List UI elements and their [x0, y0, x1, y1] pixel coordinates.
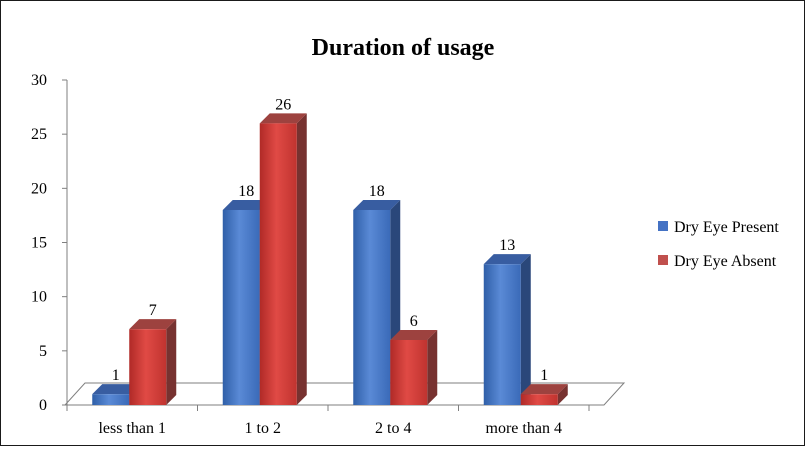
data-label: 1 — [112, 367, 120, 384]
bar-front-face — [222, 210, 260, 405]
x-tick-label: more than 4 — [486, 420, 562, 437]
legend-swatch-dry-eye-absent — [658, 255, 668, 265]
bar-top-face — [483, 254, 531, 265]
legend-item-dry-eye-absent: Dry Eye Absent — [658, 253, 777, 270]
bar-side-face — [427, 330, 438, 405]
legend-swatch-dry-eye-present — [658, 221, 668, 231]
legend: Dry Eye Present Dry Eye Absent — [658, 219, 779, 270]
x-tick-label: 1 to 2 — [245, 420, 281, 437]
bar-dry-eye-present-more-than-4 — [483, 254, 531, 405]
bar-front-face — [259, 123, 297, 405]
data-label: 6 — [410, 313, 418, 330]
bar-front-face — [390, 340, 428, 405]
bar-front-face — [92, 394, 130, 405]
y-tick-label: 30 — [31, 72, 47, 89]
axes: 0 5 10 15 20 25 30 less than 1 1 to 2 2 to 4 more … — [31, 72, 626, 437]
bar-top-face — [353, 200, 401, 210]
data-label: 26 — [275, 96, 291, 113]
legend-item-dry-eye-present: Dry Eye Present — [658, 219, 779, 236]
y-tick-label: 15 — [31, 235, 47, 252]
bar-front-face — [483, 264, 521, 405]
x-tick-label: 2 to 4 — [375, 420, 411, 437]
bar-top-face — [520, 384, 568, 395]
bar-side-face — [166, 319, 177, 405]
bar-top-face — [129, 319, 177, 330]
data-label: 1 — [540, 367, 548, 384]
data-label: 13 — [499, 237, 515, 254]
bar-dry-eye-absent-less-than-1 — [129, 319, 177, 405]
bar-front-face — [520, 394, 558, 405]
chart-title: Duration of usage — [312, 35, 495, 61]
bar-dry-eye-absent-more-than-4 — [520, 384, 568, 405]
bar-top-face — [259, 113, 307, 124]
y-tick-label: 25 — [31, 126, 47, 143]
data-labels: 1 7 18 26 18 6 13 1 — [112, 96, 549, 384]
bars — [92, 113, 568, 405]
y-tick-label: 10 — [31, 289, 47, 306]
bar-dry-eye-absent-1-to-2 — [259, 113, 307, 405]
data-label: 18 — [369, 183, 385, 200]
bar-top-face — [390, 330, 438, 340]
y-tick-label: 20 — [31, 180, 47, 197]
y-tick-label: 0 — [39, 397, 47, 414]
bar-side-face — [557, 384, 568, 405]
y-tick-label: 5 — [39, 343, 47, 360]
bar-front-face — [129, 329, 167, 405]
x-tick-label: less than 1 — [98, 420, 166, 437]
legend-label-dry-eye-present: Dry Eye Present — [674, 219, 779, 236]
bar-top-face — [222, 200, 270, 210]
bar-top-face — [92, 384, 140, 395]
bar-dry-eye-absent-2-to-4 — [390, 330, 438, 405]
legend-label-dry-eye-absent: Dry Eye Absent — [674, 253, 777, 270]
data-label: 18 — [238, 183, 254, 200]
bar-side-face — [296, 113, 307, 405]
bar-side-face — [520, 254, 531, 405]
bar-front-face — [353, 210, 391, 405]
data-label: 7 — [149, 302, 157, 319]
